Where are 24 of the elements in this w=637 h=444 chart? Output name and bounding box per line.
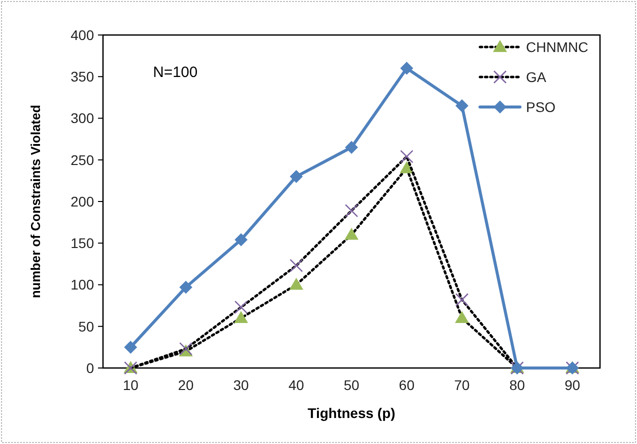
- x-axis-title: Tightness (p): [308, 405, 396, 421]
- legend-label: CHNMNC: [526, 38, 588, 55]
- x-tick-label: 80: [509, 377, 526, 393]
- x-tick-label: 70: [454, 377, 470, 393]
- x-tick-label: 20: [178, 377, 194, 393]
- y-tick-label: 250: [70, 152, 94, 168]
- y-tick-label: 350: [70, 68, 94, 85]
- x-tick-label: 90: [564, 377, 580, 393]
- x-tick-label: 30: [233, 377, 250, 393]
- y-axis-title: number of Constraints Violated: [28, 104, 43, 298]
- x-tick-label: 60: [398, 377, 415, 393]
- annotation: N=100: [153, 64, 198, 81]
- x-tick-label: 50: [344, 377, 360, 393]
- x-tick-label: 10: [122, 377, 139, 393]
- y-tick-label: 300: [70, 110, 94, 126]
- legend-label: PSO: [526, 98, 556, 115]
- x-tick-label: 40: [288, 377, 304, 393]
- y-tick-label: 400: [70, 26, 94, 43]
- y-tick-label: 100: [70, 276, 94, 293]
- y-tick-label: 0: [86, 360, 94, 376]
- y-tick-label: 150: [70, 235, 94, 252]
- y-tick-label: 50: [78, 318, 94, 334]
- y-tick-label: 200: [70, 193, 94, 210]
- legend-label: GA: [526, 68, 547, 85]
